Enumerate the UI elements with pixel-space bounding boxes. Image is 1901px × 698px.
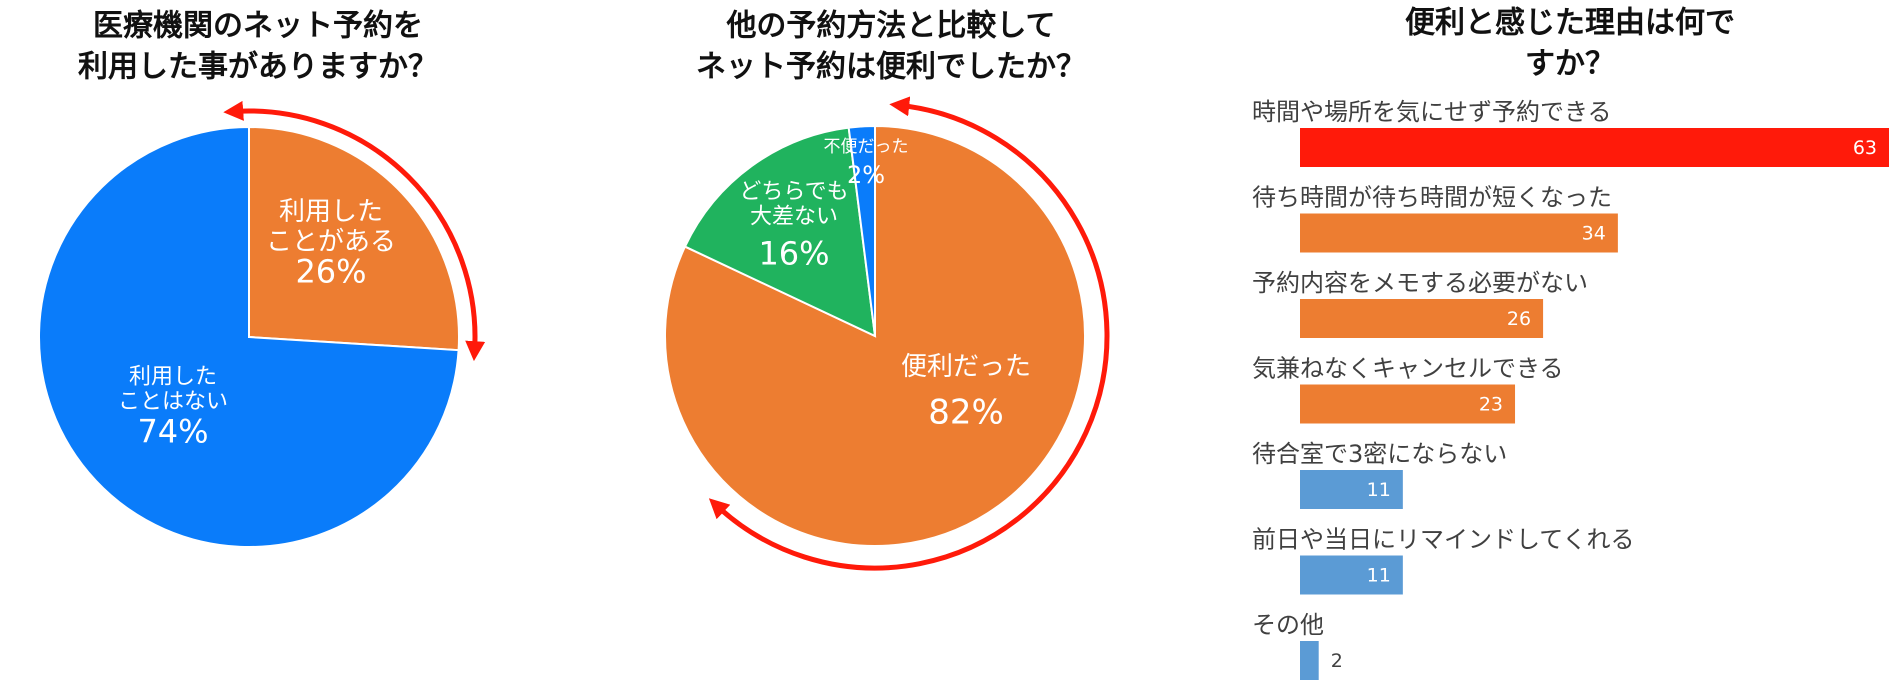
value-label: 82% — [928, 392, 1004, 433]
slice-label: 利用した ことはない — [117, 364, 229, 415]
bar-label: 待ち時間が待ち時間が短くなった — [1252, 184, 1612, 212]
value-label: 23 — [1479, 394, 1503, 416]
value-label: 16% — [758, 234, 830, 273]
bar-label: 待合室で3密にならない — [1252, 440, 1507, 468]
bar — [1300, 470, 1403, 509]
value-label: 74% — [137, 412, 209, 451]
bar-label: 時間や場所を気にせず予約できる — [1252, 98, 1612, 126]
bar-label: 前日や当日にリマインドしてくれる — [1252, 526, 1635, 554]
bar — [1300, 641, 1319, 680]
chart-title: 他の予約方法と比較して ネット予約は便利でしたか？ — [696, 8, 1086, 85]
bar-label: 予約内容をメモする必要がない — [1252, 269, 1588, 297]
value-label: 34 — [1582, 223, 1606, 245]
value-label: 2% — [846, 161, 886, 190]
value-label: 26% — [295, 252, 367, 291]
value-label: 2 — [1331, 650, 1343, 672]
chart-title: 便利と感じた理由は何ですか？ — [1405, 5, 1735, 82]
bar — [1300, 299, 1544, 338]
value-label: 26 — [1507, 308, 1531, 330]
slice-label: 不便だった — [823, 137, 909, 158]
bar-label: その他 — [1252, 611, 1324, 639]
value-label: 11 — [1367, 479, 1391, 501]
chart-title: 医療機関のネット予約を 利用した事がありますか？ — [78, 8, 438, 85]
slice-label: どちらでも 大差ない — [739, 179, 849, 230]
bar — [1300, 128, 1889, 167]
value-label: 11 — [1367, 565, 1391, 587]
arrow-arc — [708, 96, 1110, 571]
bar — [1300, 555, 1403, 595]
bar — [1300, 213, 1618, 253]
arrow-arc — [223, 100, 486, 362]
slice-label: 利用した ことがある — [265, 197, 397, 257]
value-label: 63 — [1853, 137, 1877, 159]
bar — [1300, 384, 1516, 424]
bar-label: 気兼ねなくキャンセルできる — [1252, 355, 1564, 383]
slice-label: 便利だった — [900, 352, 1032, 383]
